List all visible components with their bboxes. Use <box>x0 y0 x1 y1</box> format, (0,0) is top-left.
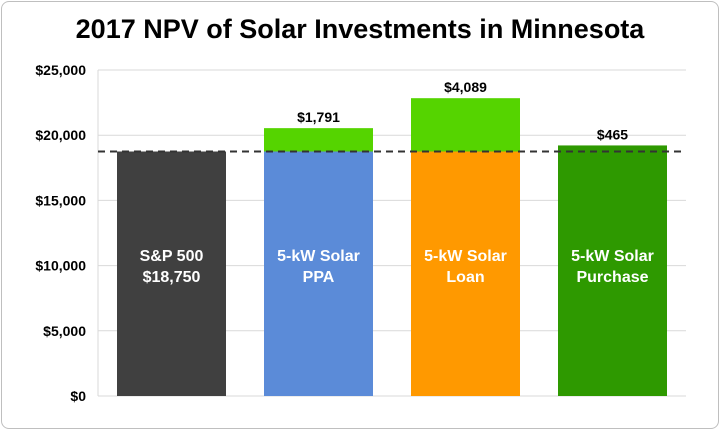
bar-gain-segment <box>411 98 520 152</box>
bar-category-label: PPA <box>303 269 335 286</box>
y-tick-label: $10,000 <box>35 258 86 274</box>
bar-category-label: 5-kW Solar <box>277 248 360 265</box>
bar-gain-segment <box>264 128 373 152</box>
data-label: $4,089 <box>444 79 487 95</box>
bar-category-label: S&P 500 <box>140 248 204 265</box>
chart-title: 2017 NPV of Solar Investments in Minneso… <box>75 14 645 44</box>
bar-category-label: Purchase <box>576 269 648 286</box>
bar-category-label: Loan <box>446 269 484 286</box>
bar <box>117 151 226 396</box>
data-label: $465 <box>597 126 628 142</box>
y-tick-label: $5,000 <box>43 323 86 339</box>
bar-category-label: 5-kW Solar <box>571 248 654 265</box>
bar-category-label: 5-kW Solar <box>424 248 507 265</box>
y-tick-label: $20,000 <box>35 127 86 143</box>
bar-category-label: $18,750 <box>143 269 201 286</box>
data-label: $1,791 <box>297 109 340 125</box>
y-tick-label: $0 <box>70 388 86 404</box>
bar <box>411 151 520 396</box>
bar <box>558 145 667 396</box>
y-tick-label: $25,000 <box>35 62 86 78</box>
bar <box>264 151 373 396</box>
y-tick-label: $15,000 <box>35 192 86 208</box>
